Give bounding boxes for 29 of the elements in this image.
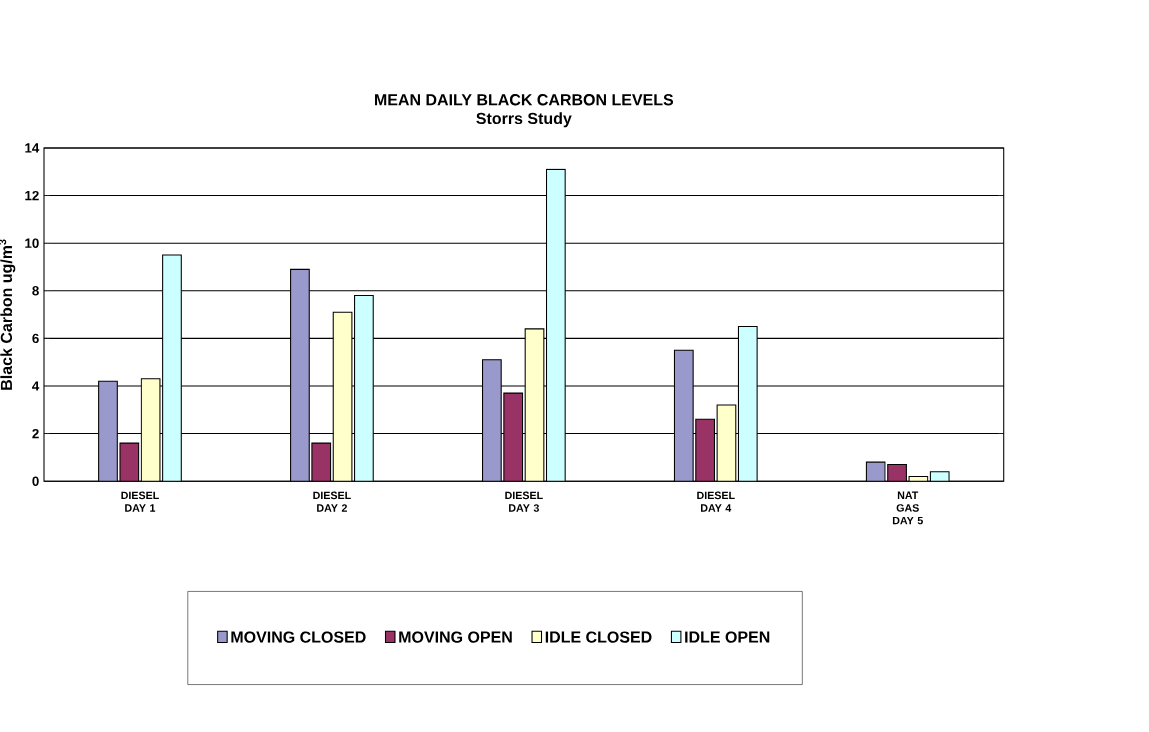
legend-label: MOVING OPEN — [399, 631, 512, 643]
y-tick-label: 6 — [32, 333, 39, 344]
x-tick-label: NAT GAS DAY 5 — [892, 491, 923, 525]
bar — [673, 349, 694, 482]
legend-label: IDLE CLOSED — [545, 631, 652, 643]
y-tick-label: 10 — [25, 238, 39, 248]
y-tick-label: 2 — [32, 429, 39, 439]
x-tick-label: DIESEL DAY 1 — [121, 491, 159, 512]
bar — [929, 471, 950, 482]
legend-label: IDLE OPEN — [685, 631, 770, 643]
bar — [98, 380, 118, 482]
y-tick-label: 4 — [32, 381, 40, 391]
legend-label: MOVING CLOSED — [231, 631, 366, 643]
y-tick-label: 12 — [25, 191, 39, 201]
bar — [119, 442, 140, 482]
bar — [290, 268, 310, 482]
y-tick-label: 8 — [32, 286, 39, 296]
bar — [716, 404, 737, 482]
y-tick-label: 0 — [32, 476, 39, 487]
x-tick-label: DIESEL DAY 3 — [505, 491, 543, 512]
bar — [140, 378, 161, 482]
x-tick-label: DIESEL DAY 4 — [697, 491, 735, 512]
y-tick-label: 14 — [25, 143, 40, 153]
chart-title: MEAN DAILY BLACK CARBON LEVELS — [375, 94, 674, 106]
bar — [524, 328, 545, 482]
chart-subtitle: Storrs Study — [476, 112, 572, 128]
x-tick-label: DIESEL DAY 2 — [313, 491, 351, 512]
bar — [481, 359, 502, 482]
bar — [332, 311, 353, 482]
